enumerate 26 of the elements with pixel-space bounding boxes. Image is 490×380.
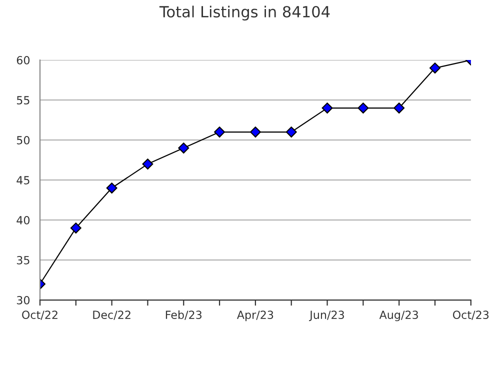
x-tick-label: Feb/23 bbox=[166, 310, 202, 320]
x-tick-label: Dec/22 bbox=[93, 310, 130, 320]
y-tick-label: 45 bbox=[16, 176, 30, 184]
point bbox=[178, 142, 190, 154]
x-tick-label: Jun/23 bbox=[309, 310, 344, 322]
y-tick-label: 55 bbox=[16, 96, 30, 104]
point bbox=[394, 102, 405, 114]
y-tick-label: 35 bbox=[16, 256, 30, 264]
point bbox=[322, 102, 333, 114]
point bbox=[106, 182, 118, 194]
x-tick-label: Oct/23 bbox=[452, 310, 489, 320]
x-tick-label: Aug/23 bbox=[379, 310, 418, 322]
y-tick-label: 40 bbox=[16, 216, 30, 224]
x-tick-label: Oct/22 bbox=[22, 310, 58, 320]
y-tick-label: 50 bbox=[16, 136, 30, 144]
y-tick-label: 60 bbox=[16, 56, 30, 64]
point bbox=[430, 62, 440, 74]
point bbox=[250, 126, 261, 138]
chart-title: Total Listings in 84104 bbox=[159, 6, 330, 20]
point bbox=[214, 126, 225, 138]
point bbox=[142, 158, 154, 170]
point bbox=[70, 222, 82, 234]
x-tick-label: Apr/23 bbox=[236, 310, 274, 322]
y-tick-label: 30 bbox=[16, 296, 30, 304]
point bbox=[358, 102, 369, 114]
point bbox=[286, 126, 297, 138]
